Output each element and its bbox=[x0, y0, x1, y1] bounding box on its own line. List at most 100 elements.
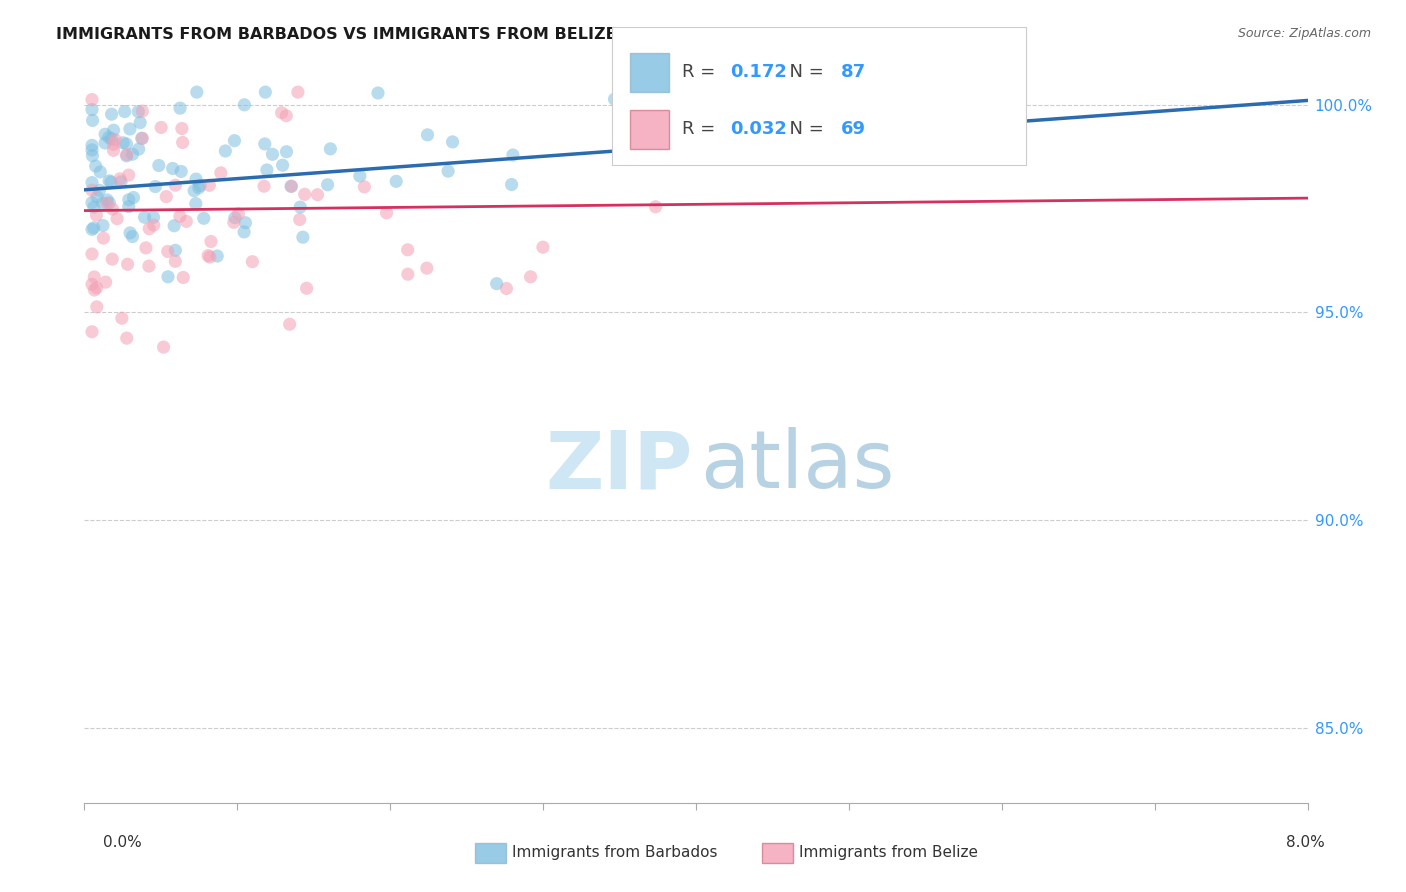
Point bbox=[375, 206, 398, 220]
Point bbox=[170, 121, 193, 136]
Point bbox=[519, 269, 541, 284]
Point bbox=[80, 93, 103, 107]
Point bbox=[128, 142, 150, 156]
Point bbox=[103, 137, 125, 152]
Point bbox=[86, 281, 108, 295]
Point bbox=[193, 211, 215, 226]
Point bbox=[80, 222, 103, 236]
Point bbox=[188, 178, 211, 193]
Point bbox=[165, 178, 187, 193]
Point bbox=[80, 143, 103, 157]
Point bbox=[502, 148, 524, 162]
Text: 0.172: 0.172 bbox=[730, 63, 786, 81]
Point bbox=[121, 147, 143, 161]
Point bbox=[80, 195, 103, 210]
Point bbox=[214, 144, 236, 158]
Point bbox=[262, 147, 284, 161]
Point bbox=[184, 172, 207, 186]
Point bbox=[118, 200, 141, 214]
Point bbox=[294, 187, 316, 202]
Point bbox=[86, 208, 108, 222]
Point bbox=[256, 163, 278, 178]
Point bbox=[80, 277, 103, 292]
Point bbox=[165, 244, 187, 258]
Point bbox=[172, 270, 194, 285]
Point bbox=[170, 164, 193, 178]
Point bbox=[233, 225, 256, 239]
Point bbox=[280, 179, 302, 194]
Point bbox=[152, 340, 174, 354]
Point bbox=[197, 249, 219, 263]
Point bbox=[115, 136, 138, 151]
Point bbox=[86, 300, 108, 314]
Point bbox=[270, 105, 292, 120]
Point bbox=[97, 130, 120, 145]
Point bbox=[104, 133, 127, 147]
Text: N =: N = bbox=[778, 120, 830, 138]
Point bbox=[271, 158, 294, 172]
Point bbox=[169, 101, 191, 115]
Point bbox=[135, 241, 157, 255]
Point bbox=[111, 311, 134, 326]
Point bbox=[176, 214, 198, 228]
Point bbox=[84, 159, 107, 173]
Point bbox=[82, 149, 104, 163]
Point bbox=[172, 136, 194, 150]
Point bbox=[501, 178, 523, 192]
Point bbox=[122, 190, 145, 204]
Point bbox=[183, 184, 205, 198]
Point bbox=[83, 283, 105, 297]
Point bbox=[118, 122, 141, 136]
Point bbox=[416, 261, 439, 276]
Point bbox=[80, 325, 103, 339]
Point bbox=[349, 169, 371, 183]
Text: 0.032: 0.032 bbox=[730, 120, 786, 138]
Point bbox=[186, 85, 208, 99]
Point bbox=[142, 211, 165, 225]
Point bbox=[142, 218, 165, 232]
Point bbox=[233, 98, 256, 112]
Point bbox=[86, 190, 108, 204]
Point bbox=[105, 211, 128, 226]
Text: IMMIGRANTS FROM BARBADOS VS IMMIGRANTS FROM BELIZE 4TH GRADE CORRELATION CHART: IMMIGRANTS FROM BARBADOS VS IMMIGRANTS F… bbox=[56, 27, 924, 42]
Text: atlas: atlas bbox=[700, 427, 894, 506]
Point bbox=[531, 240, 554, 254]
Text: Immigrants from Belize: Immigrants from Belize bbox=[799, 846, 977, 860]
Point bbox=[207, 249, 229, 263]
Point bbox=[80, 176, 103, 190]
Point bbox=[162, 161, 184, 176]
Point bbox=[82, 113, 104, 128]
Point bbox=[187, 181, 209, 195]
Point bbox=[117, 257, 139, 271]
Point bbox=[80, 183, 103, 197]
Point bbox=[155, 189, 177, 203]
Point bbox=[115, 147, 138, 161]
Point bbox=[89, 183, 111, 197]
Point bbox=[441, 135, 464, 149]
Point bbox=[83, 220, 105, 235]
Point bbox=[83, 269, 105, 284]
Text: 0.0%: 0.0% bbox=[103, 836, 142, 850]
Point bbox=[288, 212, 311, 227]
Point bbox=[94, 128, 117, 142]
Point bbox=[367, 86, 389, 100]
Point bbox=[100, 175, 122, 189]
Point bbox=[156, 244, 179, 259]
Point bbox=[121, 229, 143, 244]
Point bbox=[276, 109, 298, 123]
Point bbox=[100, 107, 122, 121]
Point bbox=[93, 231, 115, 245]
Point bbox=[165, 254, 187, 268]
Point bbox=[353, 179, 375, 194]
Point bbox=[108, 171, 131, 186]
Point bbox=[276, 145, 298, 159]
Point bbox=[138, 259, 160, 273]
Text: 87: 87 bbox=[841, 63, 866, 81]
Text: N =: N = bbox=[778, 63, 830, 81]
Point bbox=[91, 219, 114, 233]
Point bbox=[129, 115, 152, 129]
Point bbox=[224, 211, 246, 225]
Point bbox=[156, 269, 179, 284]
Point bbox=[89, 165, 111, 179]
Text: R =: R = bbox=[682, 63, 721, 81]
